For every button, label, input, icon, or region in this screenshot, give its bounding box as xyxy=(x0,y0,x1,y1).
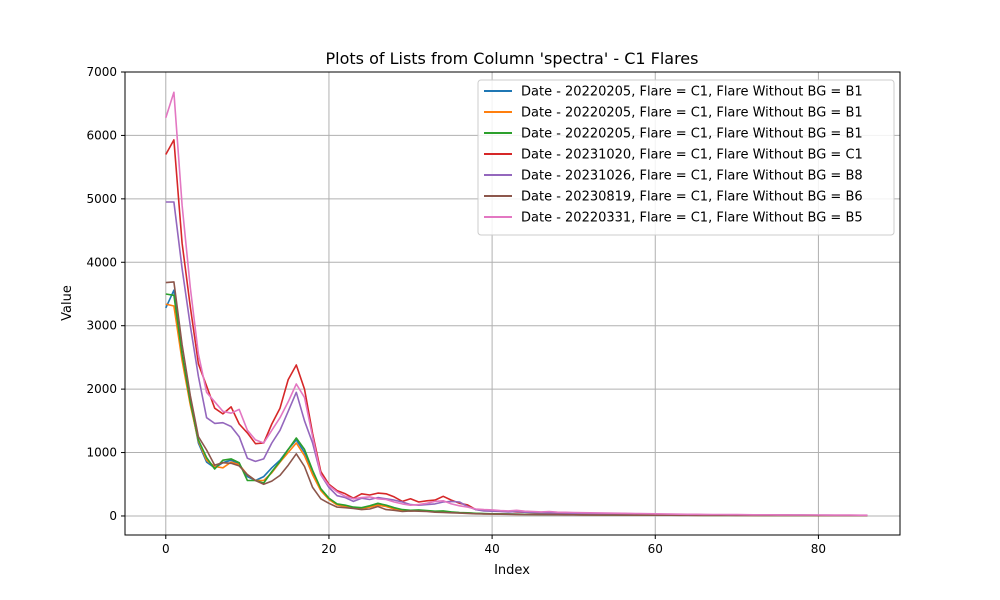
legend-entry: Date - 20231020, Flare = C1, Flare Witho… xyxy=(521,148,863,163)
legend-entry: Date - 20220331, Flare = C1, Flare Witho… xyxy=(521,211,863,226)
series-line xyxy=(165,293,868,517)
series-line xyxy=(165,281,868,517)
y-tick-label: 4000 xyxy=(86,255,117,269)
legend-entry: Date - 20220205, Flare = C1, Flare Witho… xyxy=(521,85,863,100)
x-tick-label: 80 xyxy=(811,542,826,556)
series-line xyxy=(165,303,868,517)
x-tick-label: 60 xyxy=(648,542,663,556)
y-tick-label: 5000 xyxy=(86,192,117,206)
legend-entry: Date - 20220205, Flare = C1, Flare Witho… xyxy=(521,127,863,142)
y-tick-label: 2000 xyxy=(86,382,117,396)
y-tick-label: 0 xyxy=(109,509,117,523)
y-tick-label: 3000 xyxy=(86,319,117,333)
y-axis-label: Value xyxy=(60,285,75,321)
legend: Date - 20220205, Flare = C1, Flare Witho… xyxy=(477,79,895,236)
y-tick-label: 1000 xyxy=(86,446,117,460)
legend-box xyxy=(477,79,895,236)
y-tick-label: 7000 xyxy=(86,65,117,79)
legend-entry: Date - 20230819, Flare = C1, Flare Witho… xyxy=(521,190,863,205)
x-tick-label: 0 xyxy=(162,542,170,556)
x-axis-label: Index xyxy=(494,563,530,578)
axis-ticks: 0 20 40 60 80 0 1000 2000 3000 4000 5000 6000 7000 xyxy=(86,65,826,556)
series-line xyxy=(165,91,868,517)
chart-title: Plots of Lists from Column 'spectra' - C… xyxy=(326,49,699,68)
legend-entry: Date - 20231026, Flare = C1, Flare Witho… xyxy=(521,169,863,184)
legend-entry: Date - 20220205, Flare = C1, Flare Witho… xyxy=(521,106,863,121)
y-tick-label: 6000 xyxy=(86,128,117,142)
plot-area-frame xyxy=(124,71,901,536)
series-lines xyxy=(165,91,868,517)
x-tick-label: 20 xyxy=(321,542,336,556)
x-tick-label: 40 xyxy=(484,542,499,556)
